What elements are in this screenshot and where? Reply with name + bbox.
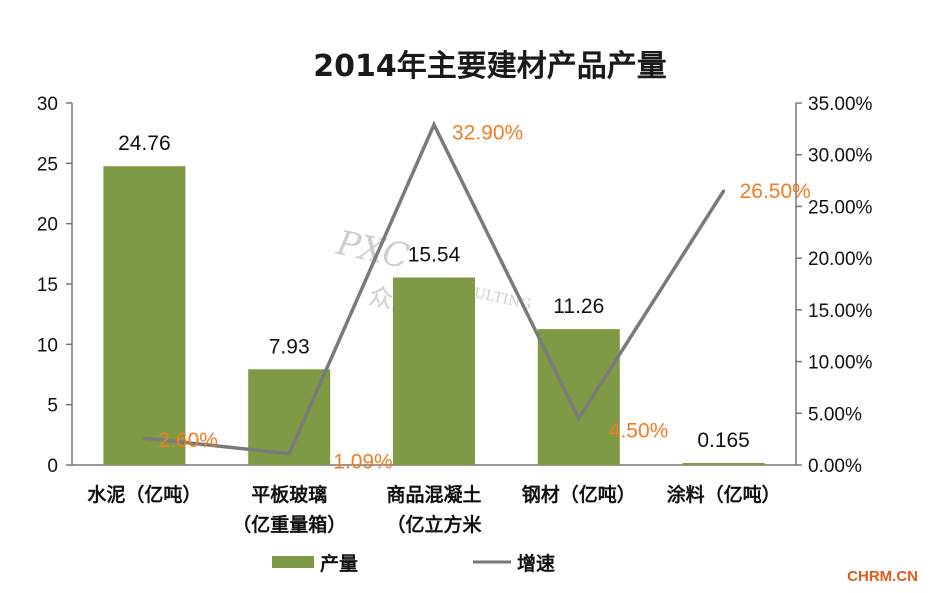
right-tick-label: 5.00%: [808, 404, 862, 425]
right-tick-label: 10.00%: [808, 353, 873, 374]
line-series: [142, 120, 726, 456]
category-label: 钢材（亿吨）: [522, 483, 636, 506]
category-label: （亿立方米: [386, 513, 482, 536]
legend: 产量 增速: [272, 552, 555, 575]
left-tick-label: 20: [37, 215, 58, 236]
right-tick-label: 25.00%: [808, 197, 873, 218]
left-axis-ticks: 0 5 10 15 20 25 30: [37, 94, 72, 477]
bar: [537, 329, 620, 465]
bar-value-label: 11.26: [553, 295, 604, 318]
line-point: [142, 436, 146, 440]
line-value-label: 32.90%: [452, 122, 523, 145]
legend-bar-label: 产量: [320, 552, 358, 575]
legend-bar-swatch: [272, 556, 314, 568]
right-tick-label: 30.00%: [808, 146, 873, 167]
bar-value-label: 7.93: [269, 335, 310, 358]
left-tick-label: 5: [47, 396, 58, 417]
bar: [393, 277, 475, 465]
chart-title: 2014年主要建材产品产量: [313, 49, 667, 84]
category-label: 商品混凝土: [386, 483, 481, 506]
left-tick-label: 15: [37, 275, 58, 296]
line-point: [432, 123, 436, 127]
category-label: 水泥（亿吨）: [87, 483, 201, 506]
right-tick-label: 35.00%: [808, 94, 873, 115]
bar: [682, 463, 765, 465]
right-tick-label: 0.00%: [808, 456, 862, 477]
legend-line-label: 增速: [517, 552, 555, 575]
site-mark: CHRM.CN: [847, 568, 918, 585]
line-value-label: 26.50%: [740, 180, 811, 203]
line-value-label: 2.60%: [158, 429, 218, 452]
line-value-labels: 2.60% 1.09% 32.90% 4.50% 26.50%: [158, 122, 810, 474]
bar-value-labels: 24.76 7.93 15.54 11.26 0.165: [118, 132, 750, 452]
right-tick-label: 15.00%: [808, 301, 873, 322]
line-value-label: 1.09%: [333, 451, 393, 474]
bar: [103, 166, 186, 465]
left-tick-label: 0: [47, 456, 58, 477]
left-tick-label: 25: [37, 154, 58, 175]
right-axis-ticks: 0.00% 5.00% 10.00% 15.00% 20.00% 25.00% 30.00%…: [796, 94, 873, 477]
bar-value-label: 15.54: [408, 243, 461, 266]
category-label: 平板玻璃: [251, 483, 327, 506]
category-label: （亿重量箱）: [232, 513, 346, 536]
category-label: 涂料（亿吨）: [667, 483, 781, 506]
line-point: [577, 416, 581, 420]
line-point: [722, 189, 726, 193]
bar-series: [103, 166, 765, 465]
bar-value-label: 0.165: [697, 429, 750, 452]
left-tick-label: 30: [37, 94, 58, 115]
line-value-label: 4.50%: [609, 419, 669, 442]
line-point: [287, 452, 291, 456]
right-tick-label: 20.00%: [808, 249, 873, 270]
bar-value-label: 24.76: [118, 132, 171, 155]
left-tick-label: 10: [37, 335, 58, 356]
category-labels: 水泥（亿吨） 平板玻璃 （亿重量箱） 商品混凝土 （亿立方米 钢材（亿吨） 涂料（亿吨）: [87, 483, 780, 536]
